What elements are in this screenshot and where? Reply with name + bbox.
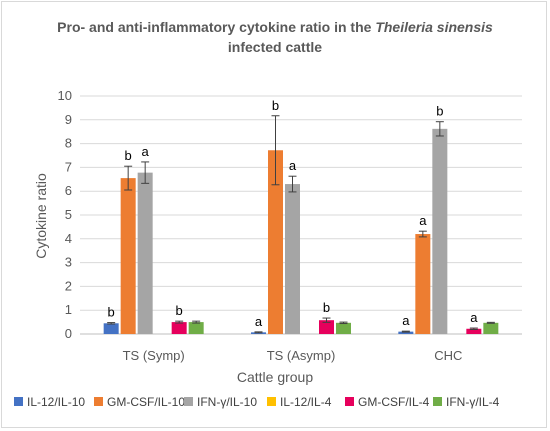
- significance-label: a: [142, 144, 150, 159]
- y-tick-label: 7: [65, 159, 72, 174]
- y-tick-label: 5: [65, 207, 72, 222]
- legend-swatch: [433, 397, 442, 406]
- gridlines: [80, 95, 522, 335]
- significance-label: a: [289, 158, 297, 173]
- legend-label: GM-CSF/IL-4: [358, 395, 430, 409]
- significance-label: b: [108, 305, 115, 320]
- y-axis-ticks: 0 1 2 3 4 5 6 7 8 9 10: [58, 88, 72, 341]
- x-tick-label: CHC: [434, 348, 462, 363]
- y-tick-label: 9: [65, 112, 72, 127]
- bar: [483, 322, 499, 334]
- legend-item: IFN-γ/IL-4: [433, 395, 500, 409]
- legend-item: IL-12/IL-4: [267, 395, 332, 409]
- legend-swatch: [267, 397, 276, 406]
- legend-item: IFN-γ/IL-10: [184, 395, 257, 409]
- legend-label: IL-12/IL-4: [280, 395, 332, 409]
- y-tick-label: 6: [65, 183, 72, 198]
- bar: [103, 323, 119, 334]
- legend-swatch: [184, 397, 193, 406]
- significance-label: b: [272, 98, 279, 113]
- bar: [188, 322, 204, 334]
- bar: [466, 328, 482, 334]
- y-tick-label: 2: [65, 278, 72, 293]
- x-tick-label: TS (Asymp): [267, 348, 336, 363]
- bar: [171, 322, 187, 334]
- bar: [268, 150, 283, 334]
- significance-label: a: [419, 213, 427, 228]
- significance-label: b: [176, 303, 183, 318]
- significance-label: a: [402, 313, 410, 328]
- legend: IL-12/IL-10 GM-CSF/IL-10 IFN-γ/IL-10 IL-12/…: [14, 395, 500, 409]
- y-tick-label: 8: [65, 136, 72, 151]
- bar: [398, 331, 414, 334]
- y-tick-label: 0: [65, 326, 72, 341]
- significance-label: b: [436, 104, 443, 119]
- x-axis-ticks: TS (Symp) TS (Asymp) CHC: [123, 348, 463, 363]
- legend-label: IFN-γ/IL-10: [197, 395, 257, 409]
- chart-title-line2: infected cattle: [228, 39, 322, 55]
- chart-title-italic: Theileria sinensis: [375, 19, 493, 35]
- bar: [415, 234, 431, 334]
- legend-swatch: [94, 397, 103, 406]
- significance-label: b: [323, 300, 330, 315]
- y-tick-label: 10: [58, 88, 72, 103]
- legend-swatch: [14, 397, 23, 406]
- legend-item: IL-12/IL-10: [14, 395, 85, 409]
- x-tick-label: TS (Symp): [123, 348, 185, 363]
- significance-label: b: [125, 148, 132, 163]
- legend-swatch: [345, 397, 354, 406]
- bar: [319, 320, 334, 334]
- chart-title: Pro- and anti-inflammatory cytokine rati…: [57, 19, 493, 35]
- legend-item: GM-CSF/IL-10: [94, 395, 185, 409]
- bar: [137, 172, 153, 334]
- bars: [103, 128, 499, 334]
- legend-label: IFN-γ/IL-4: [446, 395, 500, 409]
- legend-item: GM-CSF/IL-4: [345, 395, 430, 409]
- significance-label: a: [255, 314, 263, 329]
- y-tick-label: 1: [65, 302, 72, 317]
- bar: [432, 128, 448, 334]
- bar: [336, 322, 351, 334]
- error-bars: [107, 115, 495, 334]
- chart-title-line1: Pro- and anti-inflammatory cytokine rati…: [57, 19, 375, 35]
- y-axis-title: Cytokine ratio: [33, 173, 49, 259]
- significance-label: a: [470, 310, 478, 325]
- x-axis-title: Cattle group: [237, 369, 313, 385]
- legend-label: GM-CSF/IL-10: [107, 395, 185, 409]
- y-tick-label: 3: [65, 255, 72, 270]
- y-tick-label: 4: [65, 231, 72, 246]
- bar: [285, 184, 300, 334]
- legend-label: IL-12/IL-10: [27, 395, 85, 409]
- bar: [120, 178, 136, 334]
